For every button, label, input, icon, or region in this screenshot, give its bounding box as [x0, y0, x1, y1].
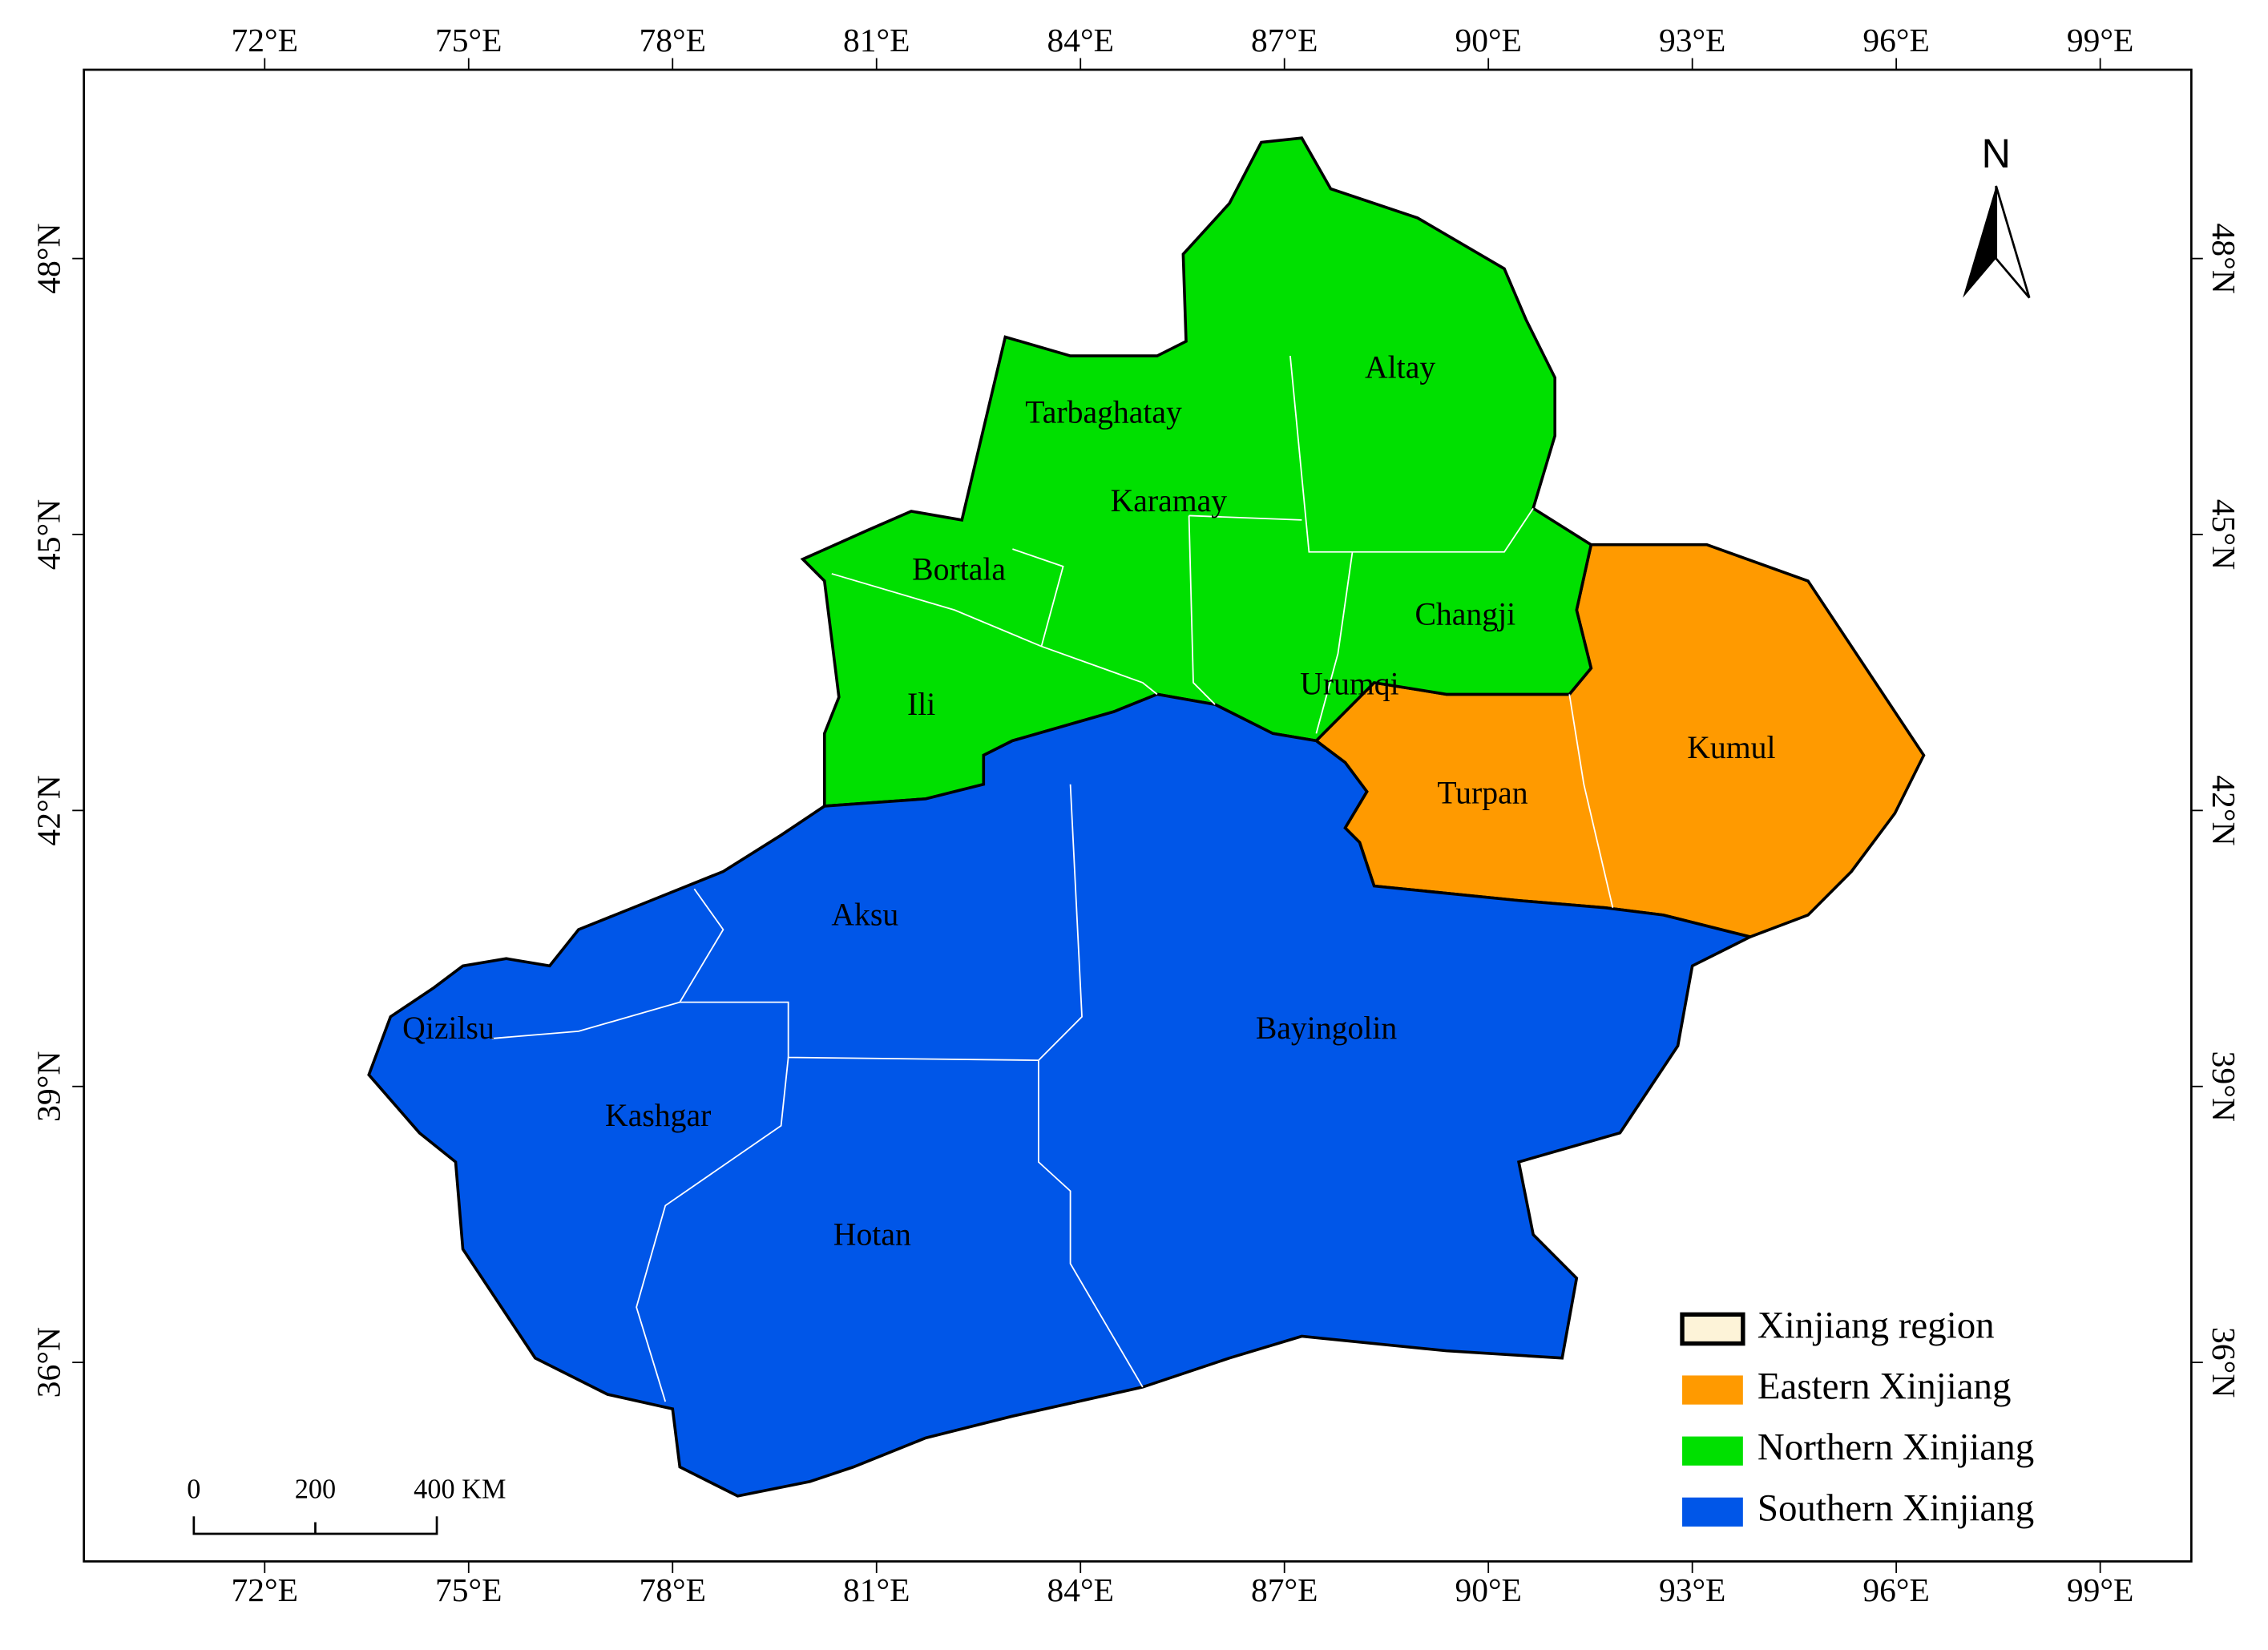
lat-label: 45°N — [2205, 499, 2242, 570]
region-label: Hotan — [833, 1216, 911, 1252]
lon-label: 81°E — [843, 22, 910, 58]
lon-label: 81°E — [843, 1571, 910, 1608]
lon-label: 78°E — [640, 22, 706, 58]
region-label: Bayingolin — [1256, 1011, 1398, 1046]
lon-label: 75°E — [435, 22, 502, 58]
region-label: Aksu — [831, 898, 898, 933]
scale-label: 400 KM — [414, 1474, 506, 1504]
north-label: N — [1981, 131, 2010, 176]
region-label: Qizilsu — [402, 1011, 494, 1046]
legend-label: Southern Xinjiang — [1757, 1488, 2034, 1530]
legend-swatch — [1682, 1436, 1743, 1466]
region-label: Kumul — [1687, 730, 1775, 765]
region-label: Karamay — [1111, 483, 1228, 518]
lon-label: 84°E — [1047, 22, 1114, 58]
lon-label: 87°E — [1251, 1571, 1318, 1608]
region-label: Tarbaghatay — [1025, 394, 1182, 430]
lat-label: 42°N — [2205, 775, 2242, 845]
lon-label: 75°E — [435, 1571, 502, 1608]
legend-label: Eastern Xinjiang — [1757, 1366, 2012, 1407]
lon-label: 93°E — [1659, 1571, 1725, 1608]
lat-label: 48°N — [2205, 223, 2242, 293]
region-label: Altay — [1365, 349, 1435, 385]
lon-label: 72°E — [232, 1571, 298, 1608]
regions — [367, 136, 1926, 1498]
legend-swatch — [1682, 1375, 1743, 1405]
lat-label: 48°N — [30, 223, 67, 293]
lat-label: 39°N — [2205, 1051, 2242, 1122]
lat-label: 36°N — [2205, 1327, 2242, 1398]
lat-label: 36°N — [30, 1327, 67, 1398]
lat-label: 45°N — [30, 499, 67, 570]
legend-label: Northern Xinjiang — [1757, 1426, 2034, 1468]
legend: Xinjiang region Eastern Xinjiang Northern … — [1680, 1305, 2034, 1530]
scale-bar: 0 200 400 KM — [187, 1474, 506, 1535]
region-label: Urumqi — [1300, 666, 1399, 701]
lon-label: 84°E — [1047, 1571, 1114, 1608]
legend-label: Xinjiang region — [1757, 1305, 1995, 1346]
region-group — [367, 692, 1755, 1498]
internal-borders — [491, 355, 1614, 1402]
lon-label: 96°E — [1862, 22, 1929, 58]
lon-label: 93°E — [1659, 22, 1725, 58]
scale-label: 200 — [295, 1474, 336, 1504]
region-label: Changji — [1414, 596, 1515, 631]
lon-label: 87°E — [1251, 22, 1318, 58]
lat-label: 42°N — [30, 775, 67, 845]
region-labels: Turpan Kumul Altay Tarbaghatay Karamay Bortal… — [402, 349, 1775, 1252]
graticule-labels: 72°E 72°E 75°E 75°E 78°E 78°E 81°E 81°E 84°E 84°E… — [30, 22, 2242, 1608]
lon-label: 90°E — [1455, 22, 1521, 58]
legend-swatch — [1682, 1497, 1743, 1527]
lon-label: 72°E — [232, 22, 298, 58]
region-label: Bortala — [912, 551, 1006, 587]
region-label: Kashgar — [605, 1098, 711, 1133]
region-label: Turpan — [1437, 775, 1527, 810]
legend-swatch — [1680, 1312, 1745, 1346]
lon-label: 99°E — [2067, 22, 2133, 58]
lon-label: 78°E — [640, 1571, 706, 1608]
lon-label: 90°E — [1455, 1571, 1521, 1608]
lat-label: 39°N — [30, 1051, 67, 1122]
region-label: Ili — [907, 687, 935, 722]
lon-label: 96°E — [1862, 1571, 1929, 1608]
lon-label: 99°E — [2067, 1571, 2133, 1608]
scale-label: 0 — [187, 1474, 200, 1504]
